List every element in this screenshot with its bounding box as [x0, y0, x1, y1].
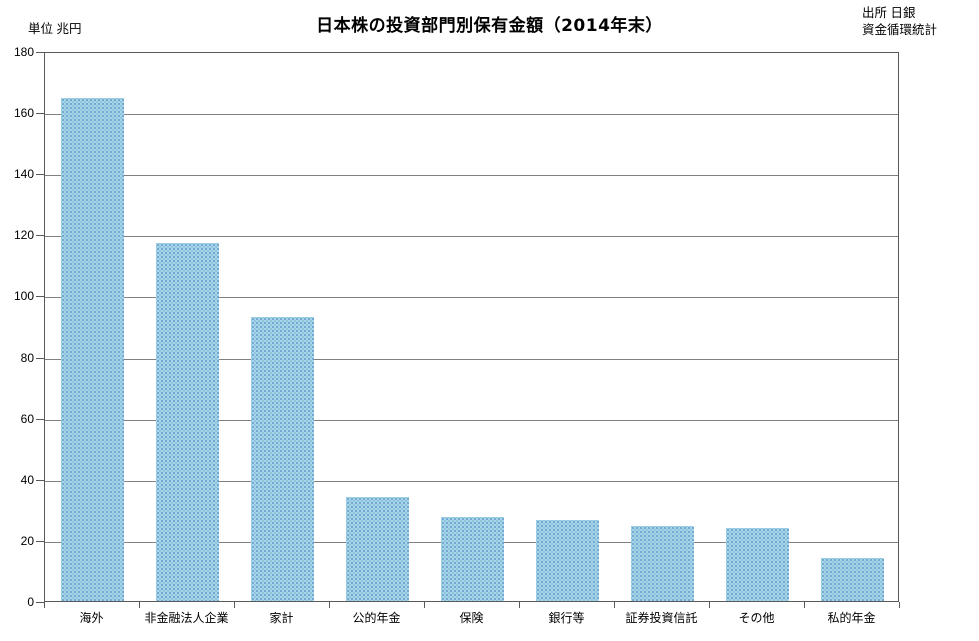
y-axis-tick-label: 20: [20, 534, 34, 548]
bar: [821, 558, 884, 601]
bar: [61, 98, 124, 601]
x-axis-category-label: 家計: [269, 611, 294, 625]
y-axis-tick-label: 80: [20, 351, 34, 365]
x-axis-tick: [139, 602, 140, 608]
y-axis-tick-label: 120: [13, 228, 34, 242]
source-line-2: 資金循環統計: [862, 23, 938, 37]
y-axis-tick: [36, 480, 44, 481]
x-axis-tick: [44, 602, 45, 608]
y-axis-tick-label: 100: [13, 289, 34, 303]
x-axis-tick: [899, 602, 900, 608]
y-axis-tick: [36, 419, 44, 420]
y-axis-tick: [36, 174, 44, 175]
y-axis-tick: [36, 52, 44, 53]
source-line-1: 出所 日銀: [862, 6, 916, 20]
y-axis-tick-label: 0: [27, 595, 34, 609]
y-axis-tick-label: 160: [13, 106, 34, 120]
y-axis-tick-label: 140: [13, 167, 34, 181]
bar: [726, 528, 789, 601]
y-axis-tick-label: 60: [20, 412, 34, 426]
bar: [251, 317, 314, 601]
gridline: [45, 420, 898, 421]
unit-label: 単位 兆円: [28, 22, 82, 36]
bar: [631, 526, 694, 601]
x-axis-tick: [519, 602, 520, 608]
y-axis-tick: [36, 602, 44, 603]
x-axis-category-label: 保険: [459, 611, 484, 625]
source-note: 出所 日銀 資金循環統計: [862, 5, 937, 39]
bar: [441, 517, 504, 601]
x-axis-tick: [709, 602, 710, 608]
x-axis-category-label: 非金融法人企業: [144, 611, 229, 625]
x-axis-category-label: 銀行等: [548, 611, 585, 625]
gridline: [45, 236, 898, 237]
x-axis-tick: [804, 602, 805, 608]
x-axis-tick: [424, 602, 425, 608]
gridline: [45, 481, 898, 482]
bar: [156, 243, 219, 601]
x-axis-category-label: 私的年金: [827, 611, 876, 625]
x-axis-tick: [234, 602, 235, 608]
gridline: [45, 175, 898, 176]
gridline: [45, 114, 898, 115]
gridline: [45, 297, 898, 298]
x-axis-category-label: 証券投資信託: [625, 611, 698, 625]
chart-title: 日本株の投資部門別保有金額（2014年末）: [316, 16, 663, 36]
bar: [536, 520, 599, 601]
x-axis-tick: [329, 602, 330, 608]
plot-area: [44, 52, 899, 602]
x-axis-tick: [614, 602, 615, 608]
y-axis-tick-label: 40: [20, 473, 34, 487]
y-axis-tick: [36, 358, 44, 359]
x-axis-category-label: その他: [738, 611, 775, 625]
gridline: [45, 359, 898, 360]
bar: [346, 497, 409, 601]
x-axis-category-label: 公的年金: [352, 611, 401, 625]
y-axis-tick: [36, 113, 44, 114]
y-axis-tick-label: 180: [13, 45, 34, 59]
y-axis-tick: [36, 541, 44, 542]
x-axis-category-label: 海外: [79, 611, 104, 625]
y-axis-tick: [36, 296, 44, 297]
y-axis-tick: [36, 235, 44, 236]
